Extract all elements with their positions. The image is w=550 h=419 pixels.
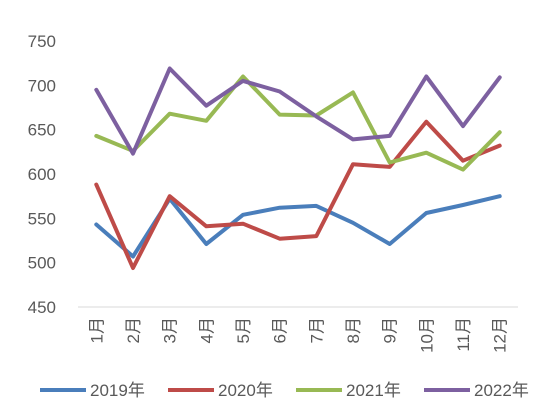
y-tick-label: 650: [28, 121, 56, 140]
legend: 2019年 2020年 2021年 2022年: [40, 381, 529, 400]
y-tick-label: 450: [28, 298, 56, 317]
series-line-2021年: [94, 74, 502, 172]
legend-label: 2020年: [218, 381, 273, 400]
series-lines: [94, 66, 502, 270]
x-tick-label: 7月: [307, 317, 326, 343]
legend-label: 2022年: [474, 381, 529, 400]
x-tick-label: 5月: [234, 317, 253, 343]
y-tick-label: 600: [28, 165, 56, 184]
legend-label: 2021年: [346, 381, 401, 400]
y-tick-label: 500: [28, 254, 56, 273]
series-line-2022年: [94, 66, 502, 156]
y-tick-label: 550: [28, 209, 56, 228]
x-tick-label: 1月: [87, 317, 106, 343]
x-tick-label: 10月: [417, 317, 436, 353]
series-line-2019年: [94, 194, 502, 259]
x-tick-label: 4月: [197, 317, 216, 343]
legend-label: 2019年: [90, 381, 145, 400]
x-tick-label: 3月: [161, 317, 180, 343]
x-tick-label: 8月: [344, 317, 363, 343]
x-tick-label: 2月: [124, 317, 143, 343]
y-axis-tick-labels: 450 500 550 600 650 700 750: [28, 32, 56, 317]
series-line-2020年: [94, 119, 502, 270]
y-tick-label: 750: [28, 32, 56, 51]
x-tick-label: 6月: [271, 317, 290, 343]
x-tick-label: 12月: [491, 317, 510, 353]
x-tick-label: 9月: [381, 317, 400, 343]
x-axis-tick-labels: 1月 2月 3月 4月 5月 6月 7月 8月 9月 10月 11月 12月: [87, 317, 509, 353]
y-tick-label: 700: [28, 76, 56, 95]
x-tick-label: 11月: [454, 317, 473, 352]
